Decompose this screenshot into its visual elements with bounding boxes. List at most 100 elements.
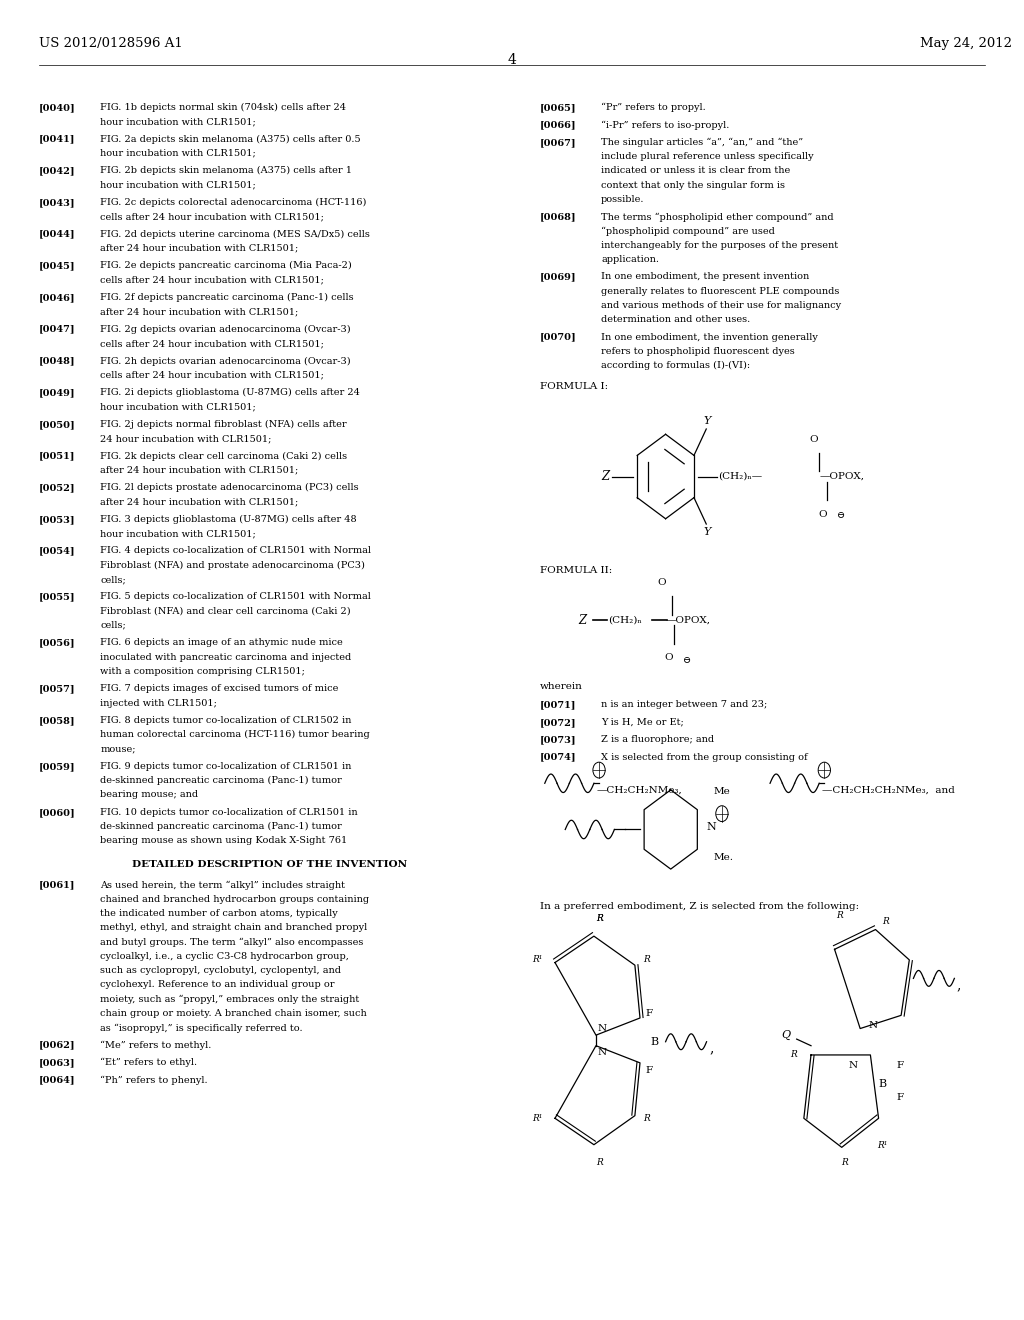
Text: FIG. 2e depicts pancreatic carcinoma (Mia Paca-2): FIG. 2e depicts pancreatic carcinoma (Mi… bbox=[100, 261, 352, 271]
Text: Me.: Me. bbox=[714, 853, 734, 862]
Text: [0061]: [0061] bbox=[39, 880, 76, 890]
Text: [0053]: [0053] bbox=[39, 515, 76, 524]
Text: [0060]: [0060] bbox=[39, 808, 76, 817]
Text: FIG. 9 depicts tumor co-localization of CLR1501 in: FIG. 9 depicts tumor co-localization of … bbox=[100, 762, 351, 771]
Text: As used herein, the term “alkyl” includes straight: As used herein, the term “alkyl” include… bbox=[100, 880, 345, 890]
Text: cells after 24 hour incubation with CLR1501;: cells after 24 hour incubation with CLR1… bbox=[100, 213, 325, 222]
Text: F: F bbox=[896, 1093, 903, 1102]
Text: N: N bbox=[849, 1061, 858, 1071]
Text: [0046]: [0046] bbox=[39, 293, 76, 302]
Text: Fibroblast (NFA) and clear cell carcinoma (Caki 2): Fibroblast (NFA) and clear cell carcinom… bbox=[100, 607, 351, 615]
Text: FIG. 5 depicts co-localization of CLR1501 with Normal: FIG. 5 depicts co-localization of CLR150… bbox=[100, 593, 372, 602]
Text: FORMULA I:: FORMULA I: bbox=[540, 381, 608, 391]
Text: R¹: R¹ bbox=[532, 956, 543, 965]
Text: R: R bbox=[596, 1158, 602, 1167]
Text: Me: Me bbox=[714, 788, 730, 796]
Text: bearing mouse as shown using Kodak X-Sight 761: bearing mouse as shown using Kodak X-Sig… bbox=[100, 837, 347, 845]
Text: FIG. 2g depicts ovarian adenocarcinoma (Ovcar-3): FIG. 2g depicts ovarian adenocarcinoma (… bbox=[100, 325, 351, 334]
Text: [0056]: [0056] bbox=[39, 639, 76, 647]
Text: [0052]: [0052] bbox=[39, 483, 76, 492]
Text: cells after 24 hour incubation with CLR1501;: cells after 24 hour incubation with CLR1… bbox=[100, 276, 325, 285]
Text: possible.: possible. bbox=[601, 195, 644, 203]
Text: [0068]: [0068] bbox=[540, 213, 577, 222]
Text: human colorectal carcinoma (HCT-116) tumor bearing: human colorectal carcinoma (HCT-116) tum… bbox=[100, 730, 370, 739]
Text: FIG. 3 depicts glioblastoma (U-87MG) cells after 48: FIG. 3 depicts glioblastoma (U-87MG) cel… bbox=[100, 515, 357, 524]
Text: [0066]: [0066] bbox=[540, 120, 577, 129]
Text: [0059]: [0059] bbox=[39, 762, 76, 771]
Text: FIG. 2h depicts ovarian adenocarcinoma (Ovcar-3): FIG. 2h depicts ovarian adenocarcinoma (… bbox=[100, 356, 351, 366]
Text: (CH₂)ₙ: (CH₂)ₙ bbox=[608, 615, 642, 624]
Text: hour incubation with CLR1501;: hour incubation with CLR1501; bbox=[100, 529, 256, 539]
Text: [0069]: [0069] bbox=[540, 272, 577, 281]
Text: FIG. 2j depicts normal fibroblast (NFA) cells after: FIG. 2j depicts normal fibroblast (NFA) … bbox=[100, 420, 347, 429]
Text: [0045]: [0045] bbox=[39, 261, 76, 271]
Text: [0072]: [0072] bbox=[540, 718, 577, 727]
Text: (CH₂)ₙ—: (CH₂)ₙ— bbox=[718, 473, 762, 480]
Text: “Et” refers to ethyl.: “Et” refers to ethyl. bbox=[100, 1059, 198, 1068]
Text: Z is a fluorophore; and: Z is a fluorophore; and bbox=[601, 735, 714, 744]
Text: R: R bbox=[790, 1051, 797, 1060]
Text: R: R bbox=[643, 1114, 650, 1123]
Text: the indicated number of carbon atoms, typically: the indicated number of carbon atoms, ty… bbox=[100, 909, 338, 919]
Text: FIG. 2b depicts skin melanoma (A375) cells after 1: FIG. 2b depicts skin melanoma (A375) cel… bbox=[100, 166, 352, 176]
Text: [0073]: [0073] bbox=[540, 735, 577, 744]
Text: —OPOX,: —OPOX, bbox=[666, 615, 711, 624]
Text: B: B bbox=[650, 1036, 658, 1047]
Text: R: R bbox=[883, 916, 889, 925]
Text: 4: 4 bbox=[508, 53, 516, 67]
Text: FORMULA II:: FORMULA II: bbox=[540, 566, 612, 576]
Text: indicated or unless it is clear from the: indicated or unless it is clear from the bbox=[601, 166, 791, 176]
Text: FIG. 2k depicts clear cell carcinoma (Caki 2) cells: FIG. 2k depicts clear cell carcinoma (Ca… bbox=[100, 451, 347, 461]
Text: mouse;: mouse; bbox=[100, 744, 136, 754]
Text: ,: , bbox=[710, 1041, 714, 1056]
Text: N: N bbox=[868, 1022, 878, 1031]
Text: determination and other uses.: determination and other uses. bbox=[601, 315, 751, 325]
Text: R: R bbox=[837, 911, 843, 920]
Text: “Ph” refers to phenyl.: “Ph” refers to phenyl. bbox=[100, 1076, 208, 1085]
Text: R¹: R¹ bbox=[532, 1114, 543, 1123]
Text: Y is H, Me or Et;: Y is H, Me or Et; bbox=[601, 718, 684, 727]
Text: N: N bbox=[597, 1024, 606, 1034]
Text: FIG. 2f depicts pancreatic carcinoma (Panc-1) cells: FIG. 2f depicts pancreatic carcinoma (Pa… bbox=[100, 293, 354, 302]
Text: N: N bbox=[597, 1048, 606, 1057]
Text: include plural reference unless specifically: include plural reference unless specific… bbox=[601, 152, 814, 161]
Text: —CH₂CH₂CH₂NMe₃,  and: —CH₂CH₂CH₂NMe₃, and bbox=[822, 785, 955, 795]
Text: hour incubation with CLR1501;: hour incubation with CLR1501; bbox=[100, 149, 256, 158]
Text: moiety, such as “propyl,” embraces only the straight: moiety, such as “propyl,” embraces only … bbox=[100, 995, 359, 1005]
Text: de-skinned pancreatic carcinoma (Panc-1) tumor: de-skinned pancreatic carcinoma (Panc-1)… bbox=[100, 776, 342, 785]
Text: application.: application. bbox=[601, 255, 659, 264]
Text: [0064]: [0064] bbox=[39, 1076, 76, 1085]
Text: [0051]: [0051] bbox=[39, 451, 76, 461]
Text: cells;: cells; bbox=[100, 576, 126, 583]
Text: O: O bbox=[810, 434, 818, 444]
Text: chain group or moiety. A branched chain isomer, such: chain group or moiety. A branched chain … bbox=[100, 1008, 367, 1018]
Text: O: O bbox=[657, 578, 666, 587]
Text: —OPOX,: —OPOX, bbox=[819, 473, 864, 480]
Text: [0049]: [0049] bbox=[39, 388, 76, 397]
Text: FIG. 10 depicts tumor co-localization of CLR1501 in: FIG. 10 depicts tumor co-localization of… bbox=[100, 808, 358, 817]
Text: R: R bbox=[596, 913, 602, 923]
Text: such as cyclopropyl, cyclobutyl, cyclopentyl, and: such as cyclopropyl, cyclobutyl, cyclope… bbox=[100, 966, 341, 975]
Text: according to formulas (I)-(VI):: according to formulas (I)-(VI): bbox=[601, 362, 751, 371]
Text: Fibroblast (NFA) and prostate adenocarcinoma (PC3): Fibroblast (NFA) and prostate adenocarci… bbox=[100, 561, 366, 570]
Text: F: F bbox=[645, 1008, 652, 1018]
Text: —CH₂CH₂NMe₃,: —CH₂CH₂NMe₃, bbox=[597, 785, 683, 795]
Text: R: R bbox=[596, 913, 602, 923]
Text: R¹: R¹ bbox=[878, 1140, 888, 1150]
Text: injected with CLR1501;: injected with CLR1501; bbox=[100, 698, 217, 708]
Text: FIG. 2c depicts colorectal adenocarcinoma (HCT-116): FIG. 2c depicts colorectal adenocarcinom… bbox=[100, 198, 367, 207]
Text: “Me” refers to methyl.: “Me” refers to methyl. bbox=[100, 1040, 212, 1049]
Text: [0050]: [0050] bbox=[39, 420, 76, 429]
Text: In one embodiment, the invention generally: In one embodiment, the invention general… bbox=[601, 333, 818, 342]
Text: as “isopropyl,” is specifically referred to.: as “isopropyl,” is specifically referred… bbox=[100, 1023, 303, 1032]
Text: The singular articles “a”, “an,” and “the”: The singular articles “a”, “an,” and “th… bbox=[601, 137, 803, 147]
Text: FIG. 1b depicts normal skin (704sk) cells after 24: FIG. 1b depicts normal skin (704sk) cell… bbox=[100, 103, 346, 112]
Text: FIG. 7 depicts images of excised tumors of mice: FIG. 7 depicts images of excised tumors … bbox=[100, 684, 339, 693]
Text: ,: , bbox=[956, 978, 961, 993]
Text: FIG. 6 depicts an image of an athymic nude mice: FIG. 6 depicts an image of an athymic nu… bbox=[100, 639, 343, 647]
Text: methyl, ethyl, and straight chain and branched propyl: methyl, ethyl, and straight chain and br… bbox=[100, 924, 368, 932]
Text: [0042]: [0042] bbox=[39, 166, 76, 176]
Text: cyclohexyl. Reference to an individual group or: cyclohexyl. Reference to an individual g… bbox=[100, 981, 335, 990]
Text: Q: Q bbox=[781, 1030, 791, 1040]
Text: chained and branched hydrocarbon groups containing: chained and branched hydrocarbon groups … bbox=[100, 895, 370, 904]
